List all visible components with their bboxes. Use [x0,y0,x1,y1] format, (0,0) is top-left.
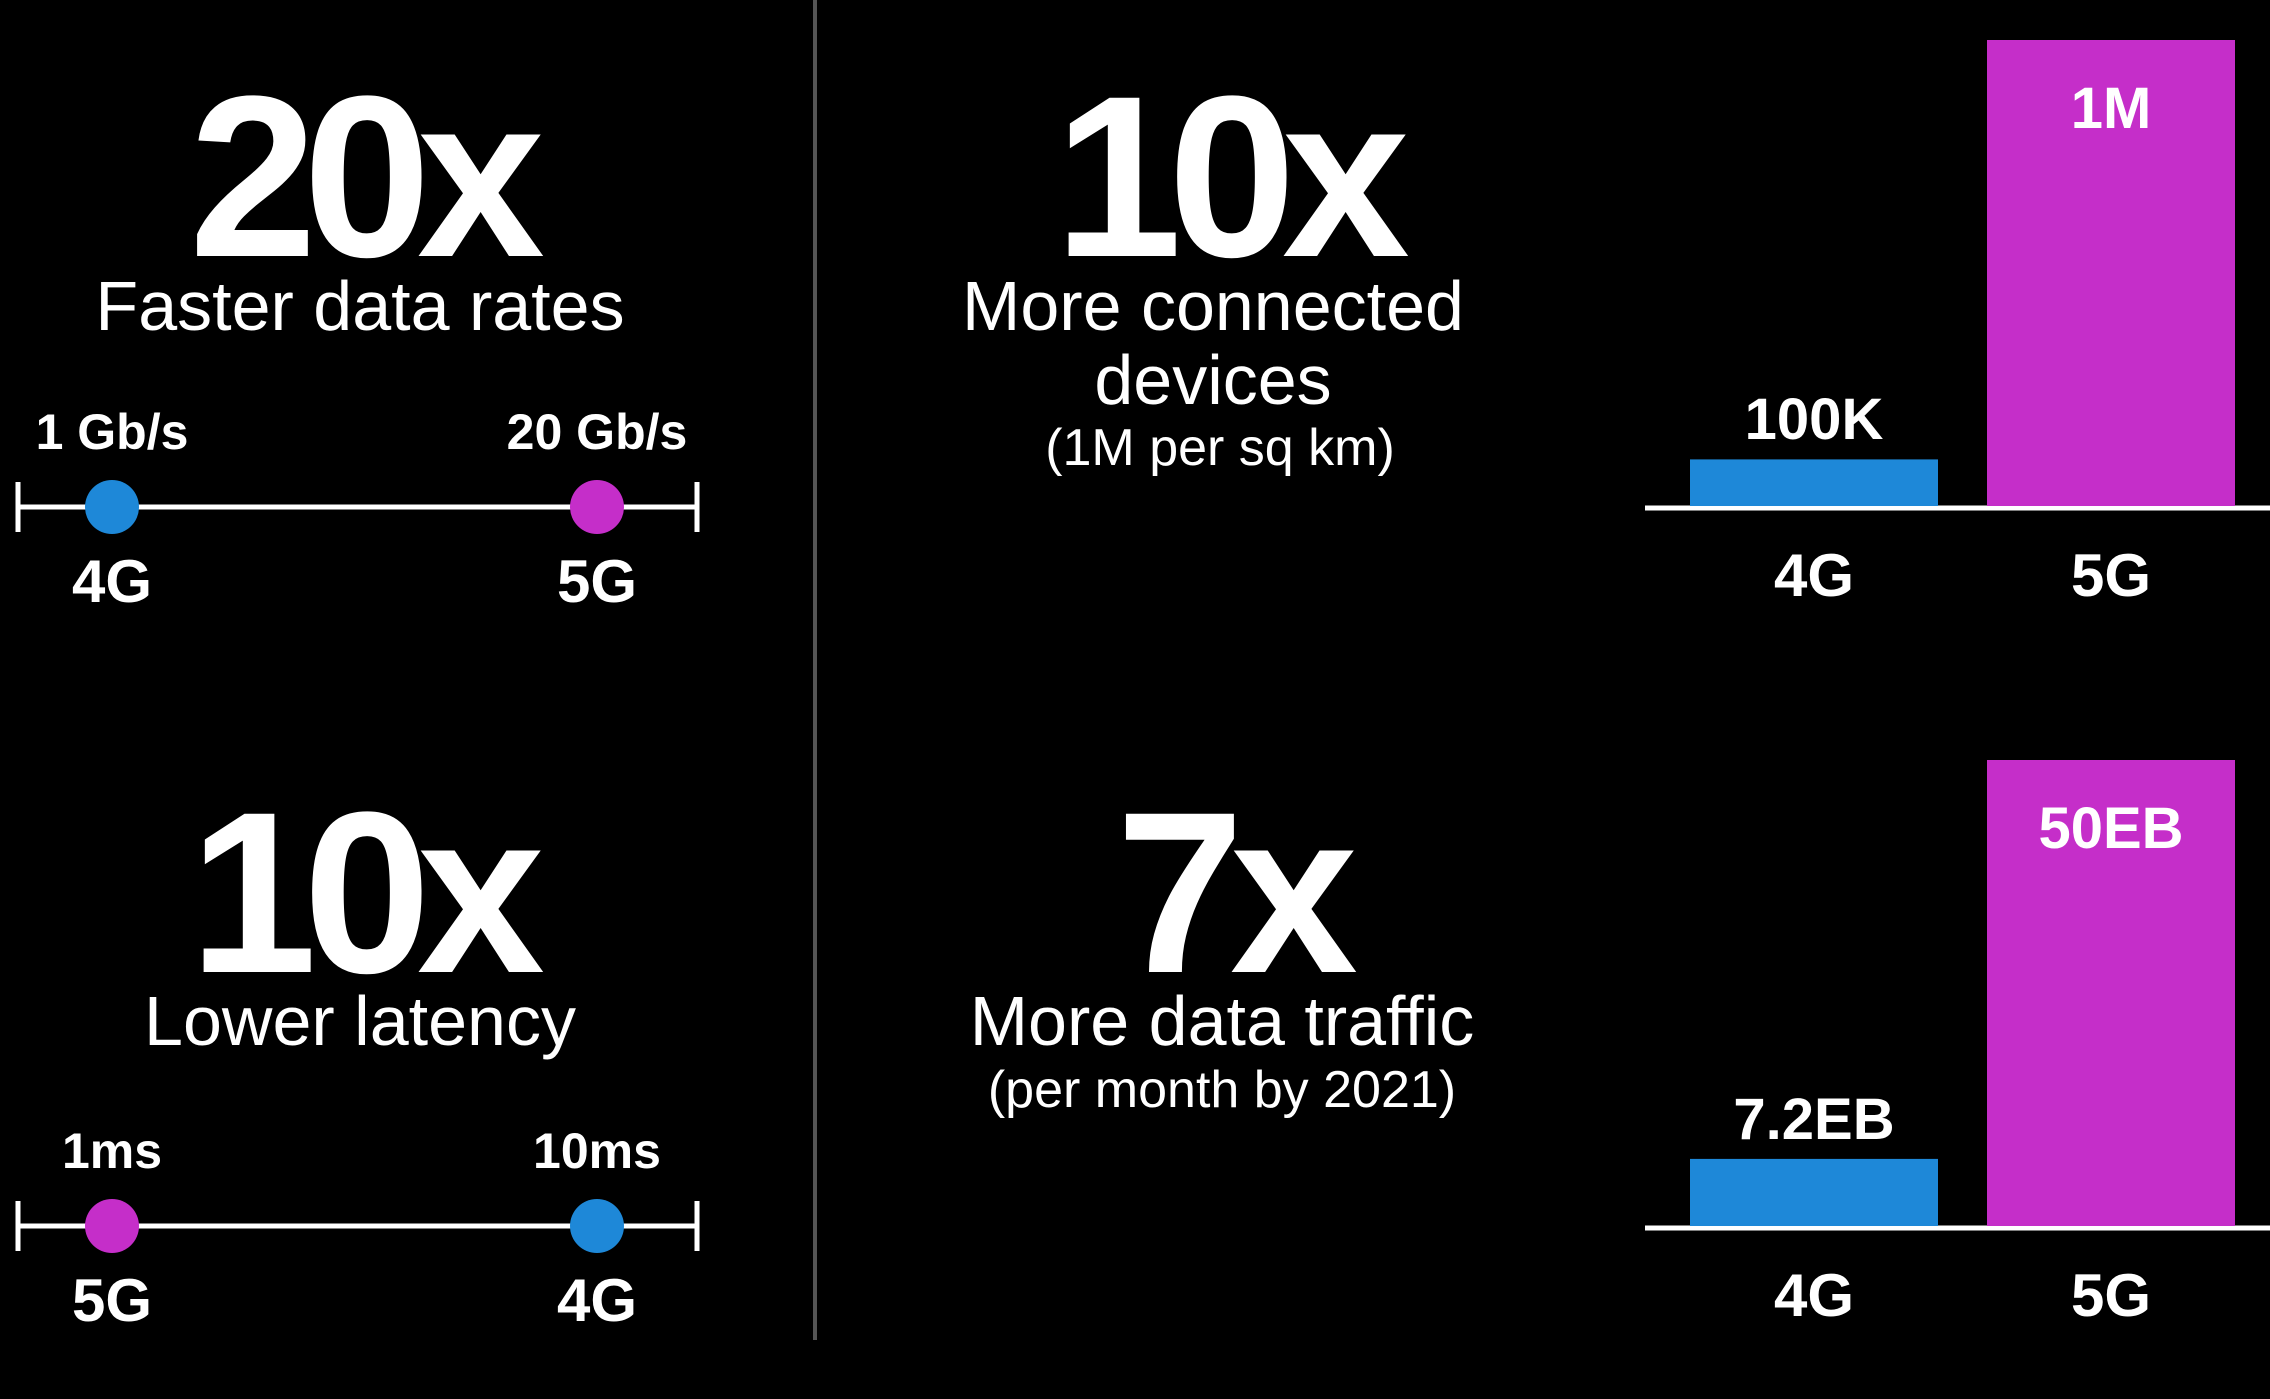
latency-subtitle: Lower latency [144,982,576,1060]
traffic-note: (per month by 2021) [987,1061,1457,1119]
devices-bar-label-0: 100K [1744,387,1884,453]
traffic-multiplier: 7x [1116,764,1358,1021]
devices-multiplier: 10x [1054,48,1410,305]
latency-value-label-0: 1ms [61,1123,163,1179]
divider [813,0,817,1340]
latency-point-4g [570,1199,624,1253]
traffic-bar-label-1: 50EB [2038,796,2184,861]
latency-multiplier: 10x [189,764,545,1021]
devices-category-label-1: 5G [2070,542,2152,609]
latency-point-5g [85,1199,139,1253]
data-rates-point-4g [85,480,139,534]
devices-note: (1M per sq km) [1045,419,1395,477]
data-rates-category-label-1: 5G [556,548,638,615]
devices-bar-label-1: 1M [2070,76,2152,141]
traffic-bar-label-0: 7.2EB [1733,1086,1895,1152]
traffic-category-label-0: 4G [1773,1262,1855,1329]
latency-category-label-1: 4G [556,1267,638,1334]
devices-subtitle: More connected devices [962,267,1464,419]
latency-value-label-1: 10ms [533,1123,661,1179]
data-rates-point-5g [570,480,624,534]
devices-bar-5g [1987,40,2235,506]
data-rates-value-label-1: 20 Gb/s [506,404,688,460]
traffic-subtitle: More data traffic [969,982,1475,1060]
traffic-bar-4g [1690,1158,1938,1226]
latency-category-label-0: 5G [71,1267,153,1334]
traffic-category-label-1: 5G [2070,1262,2152,1329]
traffic-bar-5g [1987,760,2235,1226]
devices-bar-4g [1690,459,1938,506]
data-rates-subtitle: Faster data rates [95,267,625,345]
devices-category-label-0: 4G [1773,542,1855,609]
data-rates-category-label-0: 4G [71,548,153,615]
data-rates-multiplier: 20x [189,48,545,305]
data-rates-value-label-0: 1 Gb/s [35,404,189,460]
